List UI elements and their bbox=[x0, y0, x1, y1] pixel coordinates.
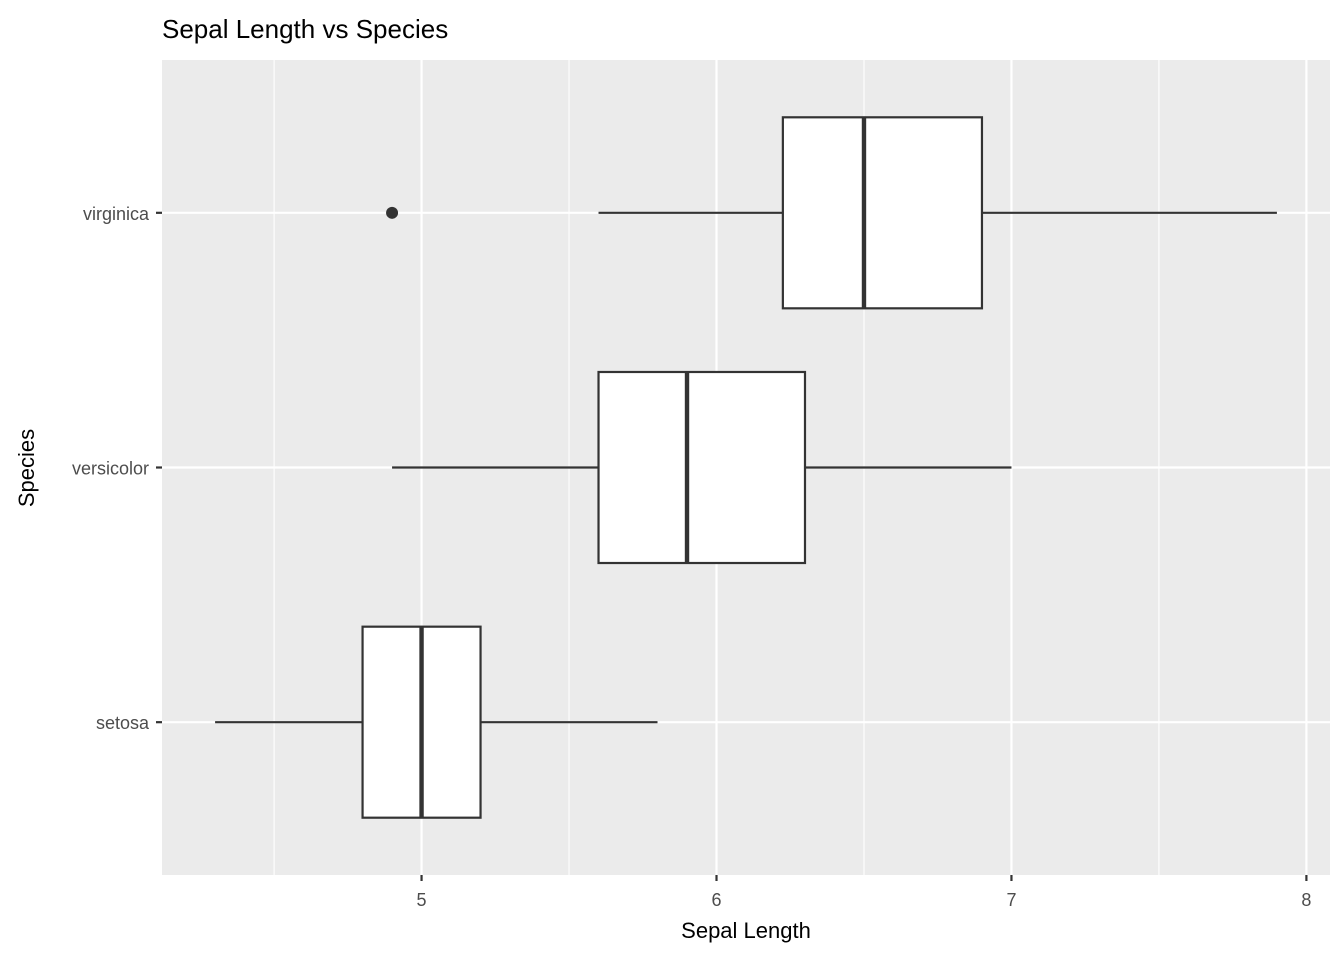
x-axis-title: Sepal Length bbox=[681, 918, 811, 943]
y-axis: setosa versicolor virginica bbox=[72, 204, 162, 733]
y-tick-label: virginica bbox=[83, 204, 150, 224]
iqr-box bbox=[781, 116, 984, 310]
y-tick-label: versicolor bbox=[72, 459, 149, 479]
box-series bbox=[215, 116, 1277, 819]
box-virginica bbox=[386, 116, 1277, 310]
chart-title: Sepal Length vs Species bbox=[162, 14, 448, 44]
x-tick-label: 8 bbox=[1301, 890, 1311, 910]
box-versicolor bbox=[392, 370, 1012, 565]
outlier-point bbox=[386, 206, 399, 219]
x-tick-label: 7 bbox=[1006, 890, 1016, 910]
x-axis: 5 6 7 8 bbox=[417, 875, 1311, 910]
x-tick-label: 6 bbox=[711, 890, 721, 910]
y-tick-label: setosa bbox=[96, 713, 150, 733]
x-tick-label: 5 bbox=[417, 890, 427, 910]
box-setosa bbox=[215, 625, 658, 819]
iqr-box bbox=[597, 370, 807, 565]
y-axis-title: Species bbox=[14, 429, 39, 507]
